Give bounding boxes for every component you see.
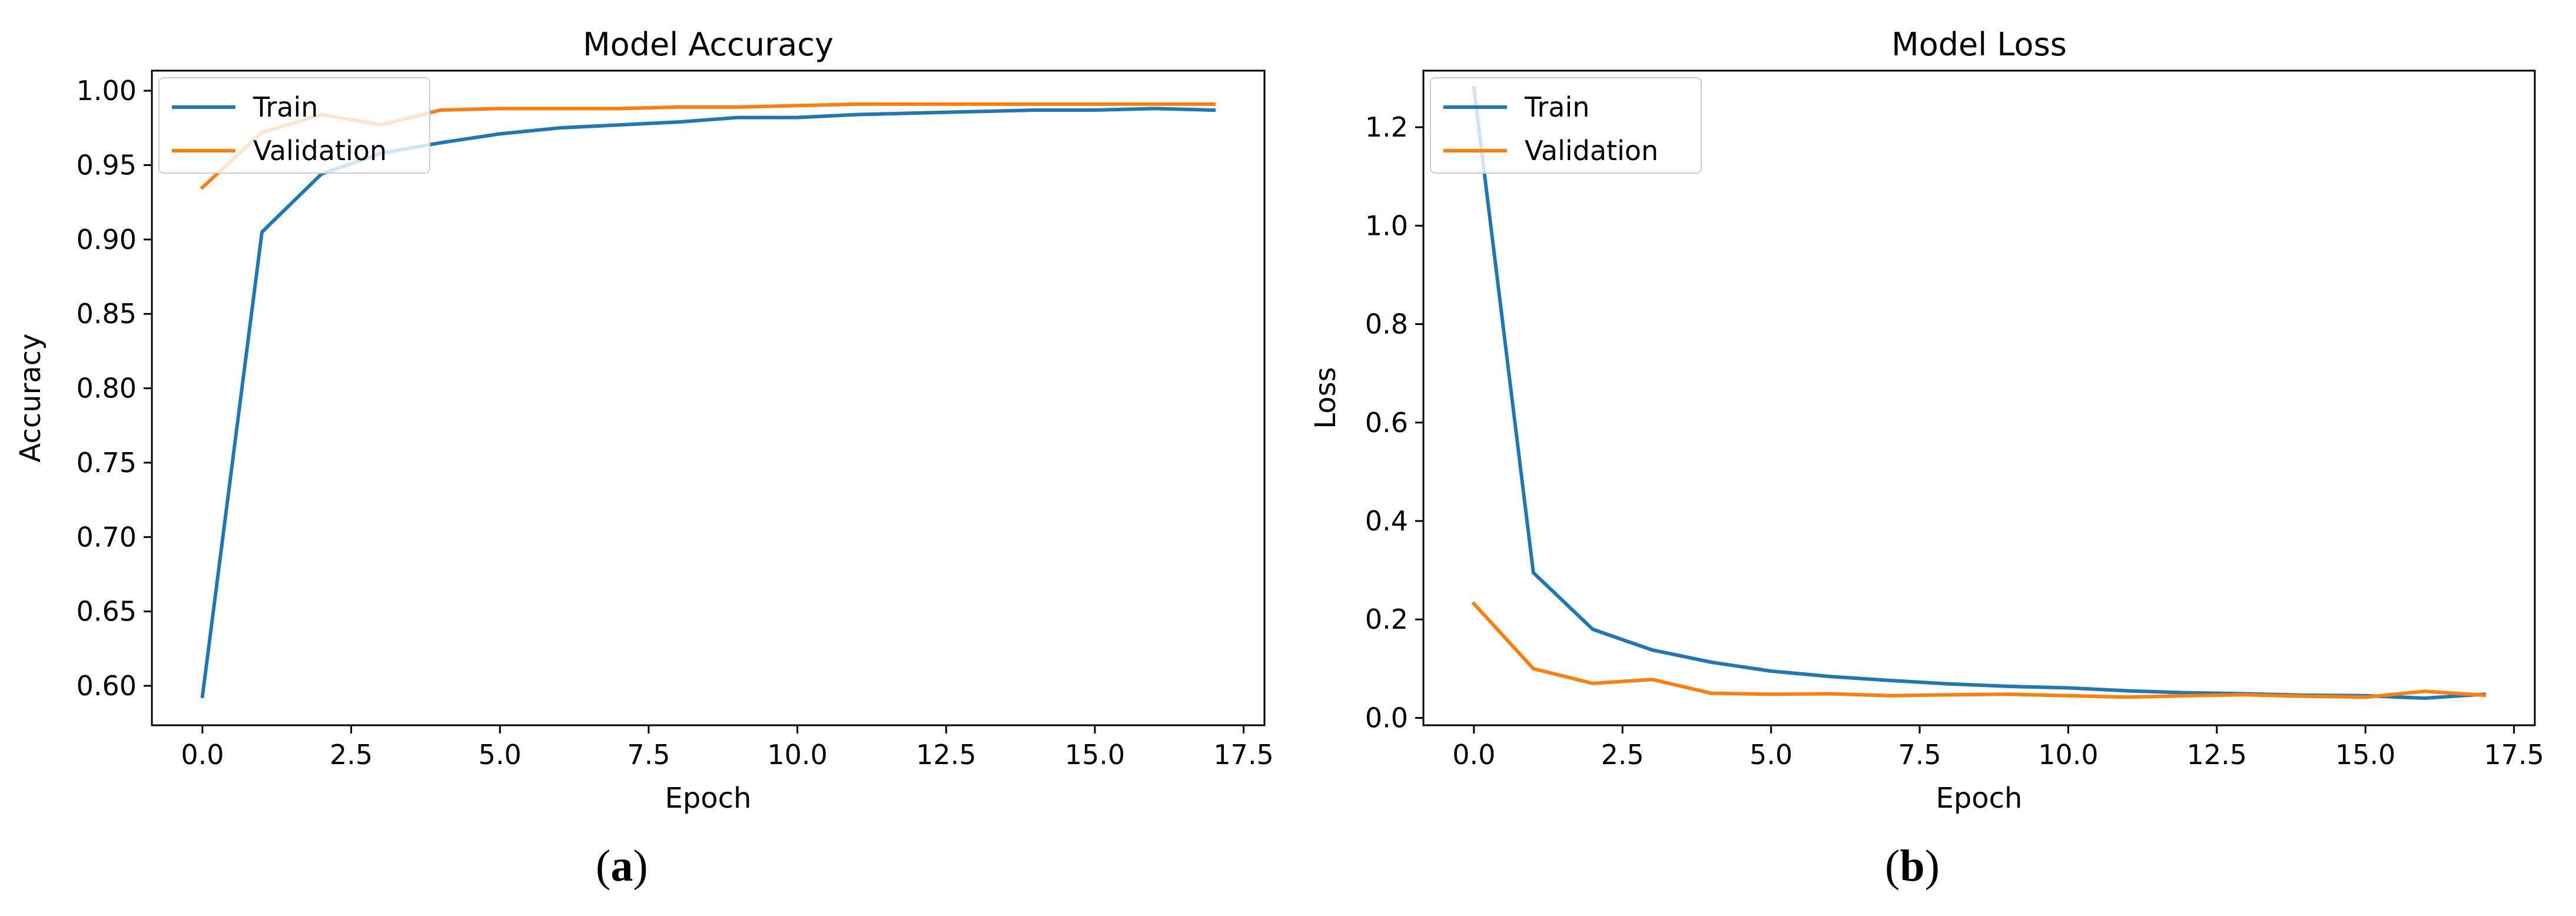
accuracy-y-tick-label: 0.80 (77, 373, 137, 404)
loss-y-tick-label: 0.0 (1365, 702, 1408, 734)
accuracy-x-tick-label: 2.5 (330, 739, 373, 771)
loss-series-validation-line (1471, 601, 2487, 699)
loss-legend-label-validation: Validation (1525, 135, 1658, 167)
panel-label-a: (a) (596, 841, 648, 891)
accuracy-legend-label-train: Train (253, 91, 318, 123)
loss-legend-label-train: Train (1524, 91, 1589, 123)
loss-y-tick-label: 0.4 (1365, 505, 1408, 537)
accuracy-y-tick-label: 1.00 (77, 75, 137, 107)
accuracy-x-tick-label: 7.5 (627, 739, 670, 771)
accuracy-legend-label-validation: Validation (253, 135, 387, 167)
accuracy-title: Model Accuracy (583, 26, 834, 63)
accuracy-series-train-line (200, 107, 1216, 699)
accuracy-chart: Model Accuracy 0.0 2.5 5.0 7.5 10.0 12.5 15.0 17… (14, 26, 1274, 815)
accuracy-x-tick-label: 0.0 (181, 739, 224, 771)
accuracy-x-tick-label: 17.5 (1213, 739, 1273, 771)
loss-chart: Model Loss 0.0 2.5 5.0 7.5 10.0 12.5 15.0 17.5 0.… (1309, 26, 2544, 815)
accuracy-plot-frame (151, 69, 1266, 726)
accuracy-y-axis-label: Accuracy (14, 333, 47, 462)
loss-x-tick-label: 0.0 (1452, 739, 1495, 771)
loss-x-tick-label: 2.5 (1601, 739, 1644, 771)
accuracy-x-tick-label: 10.0 (767, 739, 827, 771)
accuracy-y-tick-label: 0.85 (77, 298, 137, 330)
accuracy-y-tick-label: 0.75 (77, 447, 137, 479)
loss-legend: Train Validation (1430, 77, 1702, 174)
accuracy-y-tick-label: 0.60 (77, 670, 137, 702)
loss-plot-frame (1422, 69, 2536, 726)
accuracy-y-tick-label: 0.70 (77, 521, 137, 553)
loss-x-tick-label: 17.5 (2484, 739, 2544, 771)
loss-x-tick-label: 5.0 (1750, 739, 1792, 771)
accuracy-x-tick-label: 12.5 (916, 739, 976, 771)
accuracy-x-axis-label: Epoch (665, 782, 752, 815)
loss-y-tick-label: 1.0 (1365, 210, 1408, 241)
loss-x-tick-label: 10.0 (2038, 739, 2098, 771)
loss-x-tick-label: 12.5 (2187, 739, 2247, 771)
accuracy-legend: Train Validation (158, 77, 430, 174)
loss-y-tick-label: 1.2 (1365, 111, 1408, 143)
loss-x-tick-label: 15.0 (2335, 739, 2395, 771)
loss-y-axis-label: Loss (1309, 367, 1342, 429)
panel-label-b: (b) (1885, 841, 1940, 891)
loss-series-train-line (1472, 85, 2487, 700)
loss-title: Model Loss (1891, 26, 2067, 63)
accuracy-y-tick-label: 0.65 (77, 596, 137, 628)
accuracy-y-tick-label: 0.95 (77, 149, 137, 181)
loss-y-tick-label: 0.2 (1365, 603, 1408, 635)
loss-y-tick-label: 0.6 (1365, 407, 1408, 439)
loss-x-tick-label: 7.5 (1898, 739, 1941, 771)
accuracy-x-tick-label: 15.0 (1065, 739, 1125, 771)
accuracy-x-tick-label: 5.0 (479, 739, 522, 771)
loss-x-axis-label: Epoch (1936, 782, 2023, 815)
loss-y-tick-label: 0.8 (1365, 308, 1408, 340)
accuracy-y-tick-label: 0.90 (77, 224, 137, 255)
